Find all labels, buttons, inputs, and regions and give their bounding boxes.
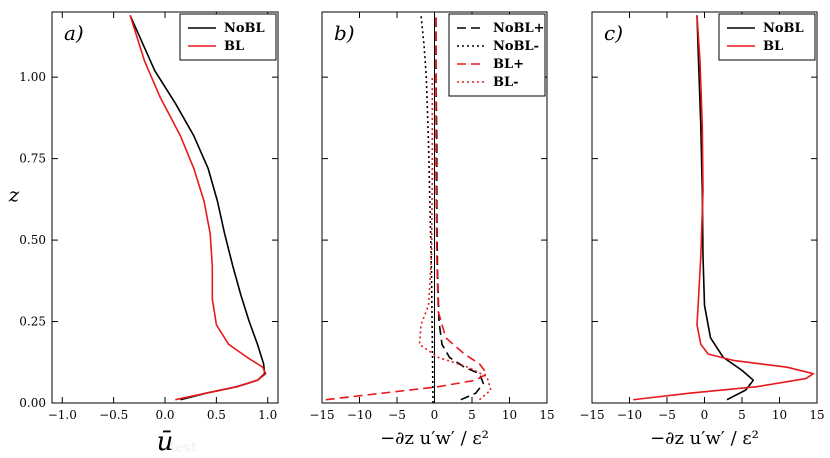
y-axis-label: z (8, 183, 20, 207)
series-line-nobl (696, 15, 755, 401)
panel-1: −1.0 −0.5 0.0 0.5 1.0 0.00 0.25 0.50 0.75 1.00 a) z… (8, 11, 279, 457)
x-tick-label: 10 (502, 408, 517, 422)
x-axis-label: ū (157, 427, 174, 457)
legend: NoBL BL (179, 13, 277, 61)
series-line-nobl- (420, 15, 434, 403)
y-tick-label: 1.00 (19, 70, 46, 84)
x-tick-label: 0.5 (207, 408, 226, 422)
plot-area (633, 15, 815, 401)
legend-box (179, 13, 277, 61)
y-tick-label: 0.50 (19, 233, 46, 247)
legend-label: NoBL- (493, 39, 539, 54)
y-tick-label: 0.00 (19, 396, 46, 410)
x-tick-label: 5 (468, 408, 476, 422)
series-line-bl- (325, 15, 488, 401)
legend-label: BL (763, 39, 783, 54)
x-tick-label: 5 (738, 408, 746, 422)
legend-label: BL+ (493, 57, 524, 72)
y-tick-label: 0.75 (19, 152, 46, 166)
legend: NoBL+ NoBL- BL+ BL- (448, 13, 546, 97)
x-tick-label: 0 (701, 408, 709, 422)
legend-box (718, 13, 816, 61)
legend-label: BL (224, 39, 244, 54)
panel-label: c) (604, 21, 623, 45)
x-axis-label: −∂z u′w′ / ε² (650, 428, 759, 449)
panel-2: −15 −10 −5 0 5 10 15 b) −∂z u′w′ / ε² NoBL+ NoBL- B… (309, 11, 555, 449)
panel-label: b) (334, 21, 355, 45)
plot-area (325, 12, 492, 403)
legend-label: BL- (493, 75, 519, 90)
panel-label: a) (64, 21, 84, 45)
x-tick-label: 15 (809, 408, 824, 422)
x-tick-label: −0.5 (99, 408, 128, 422)
x-tick-label: 1.0 (258, 408, 277, 422)
panel-3: −15 −10 −5 0 5 10 15 c) −∂z u′w′ / ε² NoBL BL (579, 11, 825, 449)
plot-area (129, 14, 267, 401)
legend-label: NoBL (763, 21, 804, 36)
x-tick-label: 0.0 (155, 408, 174, 422)
x-tick-label: −10 (347, 408, 372, 422)
x-tick-label: −15 (579, 408, 604, 422)
x-tick-label: 0 (431, 408, 439, 422)
axes-frame (591, 11, 818, 404)
series-line-nobl- (435, 15, 485, 401)
x-axis-label: −∂z u′w′ / ε² (380, 428, 489, 449)
x-tick-label: −1.0 (48, 408, 77, 422)
x-tick-label: 10 (772, 408, 787, 422)
series-line-bl- (418, 77, 492, 401)
y-tick-label: 0.25 (19, 315, 46, 329)
legend-label: NoBL (224, 21, 265, 36)
panels: −1.0 −0.5 0.0 0.5 1.0 0.00 0.25 0.50 0.75 1.00 a) z… (8, 11, 825, 457)
axes-frame (51, 11, 279, 404)
x-tick-label: −5 (658, 408, 676, 422)
x-tick-label: −15 (309, 408, 334, 422)
legend: NoBL BL (718, 13, 816, 61)
x-tick-label: 15 (539, 408, 554, 422)
series-line-bl (129, 15, 267, 401)
series-line-bl (633, 15, 815, 401)
x-tick-label: −10 (617, 408, 642, 422)
x-tick-label: −5 (388, 408, 406, 422)
faint-text: test (170, 440, 197, 456)
legend-label: NoBL+ (493, 21, 545, 36)
